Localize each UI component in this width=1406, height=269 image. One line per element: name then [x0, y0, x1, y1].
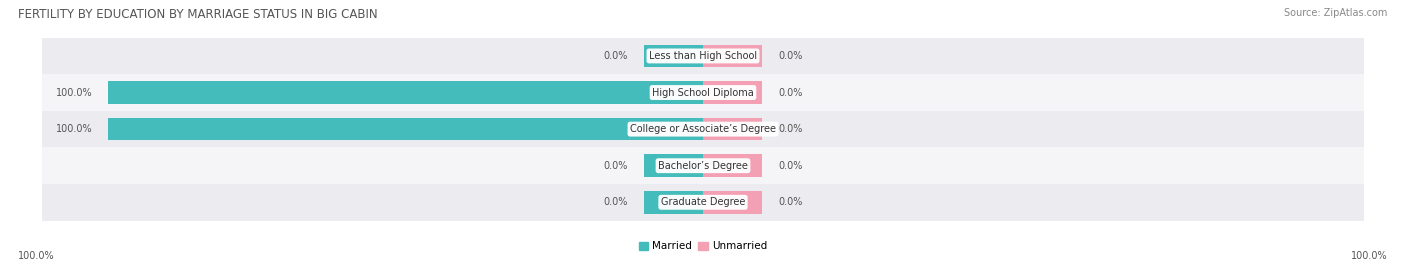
- Bar: [644, 191, 703, 214]
- Text: Graduate Degree: Graduate Degree: [661, 197, 745, 207]
- Text: 0.0%: 0.0%: [779, 161, 803, 171]
- Bar: [42, 111, 1364, 147]
- Text: FERTILITY BY EDUCATION BY MARRIAGE STATUS IN BIG CABIN: FERTILITY BY EDUCATION BY MARRIAGE STATU…: [18, 8, 378, 21]
- Legend: Married, Unmarried: Married, Unmarried: [634, 237, 772, 256]
- Text: 0.0%: 0.0%: [779, 197, 803, 207]
- Text: 0.0%: 0.0%: [603, 161, 627, 171]
- Bar: [703, 81, 762, 104]
- Bar: [42, 38, 1364, 74]
- Text: Less than High School: Less than High School: [650, 51, 756, 61]
- Text: 0.0%: 0.0%: [603, 197, 627, 207]
- Text: College or Associate’s Degree: College or Associate’s Degree: [630, 124, 776, 134]
- Bar: [108, 118, 703, 140]
- Bar: [108, 81, 703, 104]
- Text: 0.0%: 0.0%: [779, 51, 803, 61]
- Text: 0.0%: 0.0%: [779, 87, 803, 98]
- Text: High School Diploma: High School Diploma: [652, 87, 754, 98]
- Bar: [42, 74, 1364, 111]
- Bar: [42, 147, 1364, 184]
- Text: 100.0%: 100.0%: [18, 251, 55, 261]
- Text: Bachelor’s Degree: Bachelor’s Degree: [658, 161, 748, 171]
- Text: 0.0%: 0.0%: [603, 51, 627, 61]
- Bar: [703, 191, 762, 214]
- Text: 100.0%: 100.0%: [1351, 251, 1388, 261]
- Text: 0.0%: 0.0%: [779, 124, 803, 134]
- Bar: [703, 118, 762, 140]
- Text: 100.0%: 100.0%: [56, 87, 93, 98]
- Text: 100.0%: 100.0%: [56, 124, 93, 134]
- Text: Source: ZipAtlas.com: Source: ZipAtlas.com: [1284, 8, 1388, 18]
- Bar: [42, 184, 1364, 221]
- Bar: [703, 154, 762, 177]
- Bar: [703, 45, 762, 67]
- Bar: [644, 154, 703, 177]
- Bar: [644, 45, 703, 67]
